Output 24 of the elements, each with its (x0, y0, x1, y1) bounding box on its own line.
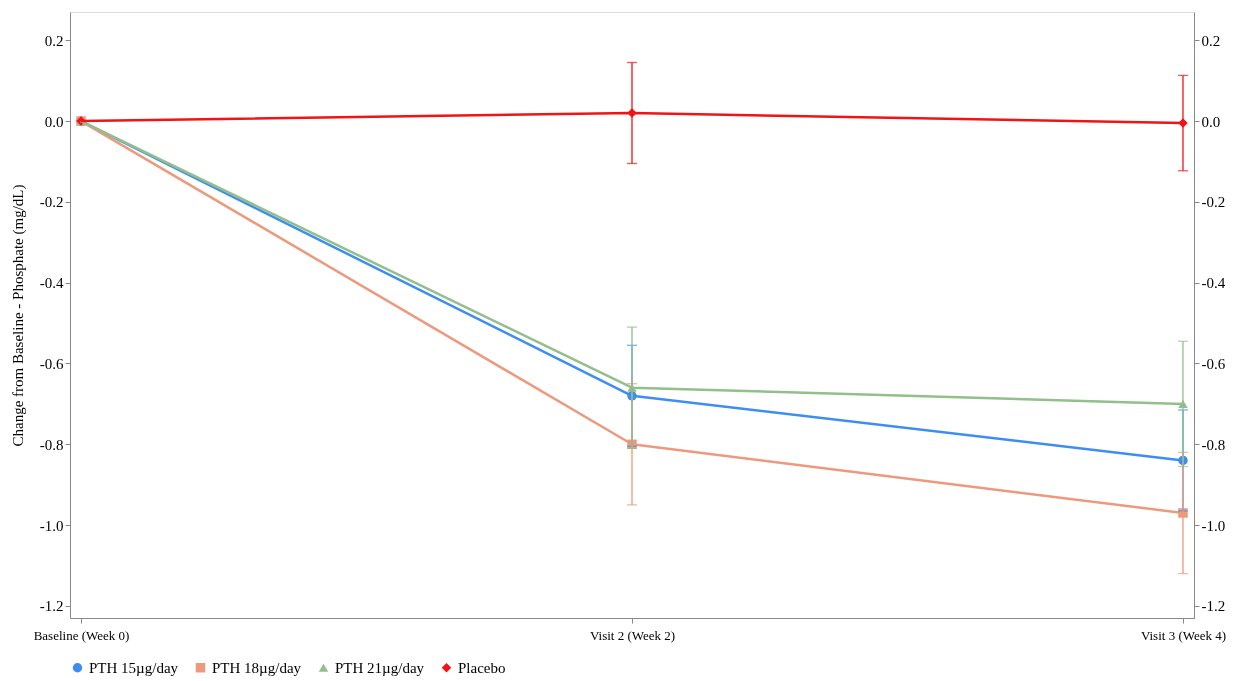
y-tick-label: -0.6 (39, 355, 64, 372)
y2-tick-label: -0.8 (1201, 436, 1226, 453)
y2-tick-label: -1.0 (1201, 517, 1226, 534)
y2-tick-label: -0.6 (1201, 355, 1226, 372)
x-tick-label: Visit 2 (Week 2) (589, 627, 676, 643)
y-tick-label: -1.2 (39, 598, 64, 615)
x-tick-label: Baseline (Week 0) (33, 627, 130, 643)
y2-tick-label: 0.0 (1201, 113, 1221, 130)
y2-tick-label: -1.2 (1201, 598, 1226, 615)
y-tick-label: 0.0 (44, 113, 64, 130)
legend-label: PTH 15µg/day (89, 659, 179, 676)
legend-label: PTH 21µg/day (335, 659, 425, 676)
y2-tick-label: 0.2 (1201, 32, 1221, 49)
x-tick-label: Visit 3 (Week 4) (1140, 627, 1227, 643)
y-tick-label: -1.0 (39, 517, 64, 534)
y-tick-label: -0.4 (39, 275, 64, 292)
y-axis-title: Change from Baseline - Phosphate (mg/dL) (9, 184, 27, 447)
y2-tick-label: -0.2 (1201, 194, 1226, 211)
y-tick-label: 0.2 (44, 32, 64, 49)
legend-label: Placebo (458, 659, 506, 676)
y2-tick-label: -0.4 (1201, 275, 1226, 292)
y-tick-label: -0.2 (39, 194, 64, 211)
y-tick-label: -0.8 (39, 436, 64, 453)
legend-label: PTH 18µg/day (212, 659, 302, 676)
